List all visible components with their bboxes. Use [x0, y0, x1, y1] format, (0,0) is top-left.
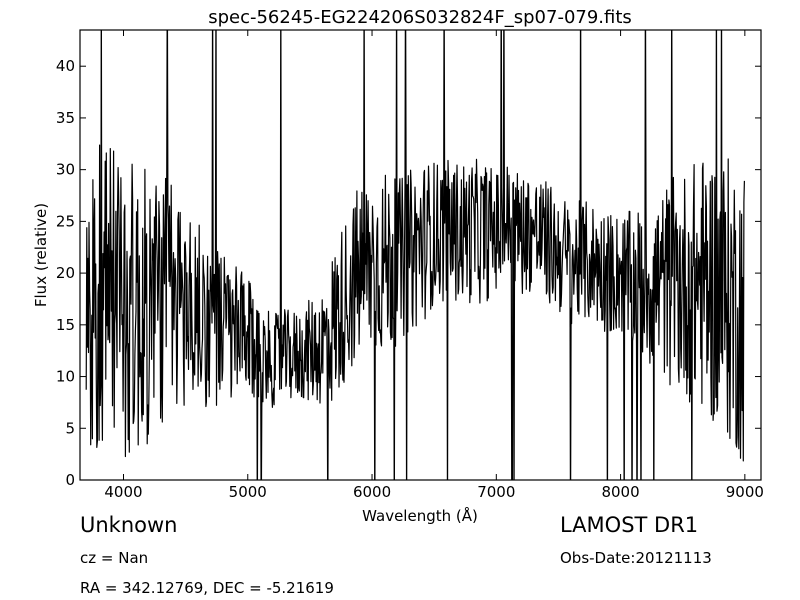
chart-title: spec-56245-EG224206S032824F_sp07-079.fit…: [208, 7, 632, 28]
y-tick-label: 30: [56, 161, 75, 179]
x-tick-label: 5000: [229, 483, 267, 501]
x-tick-label: 4000: [104, 483, 142, 501]
x-tick-label: 6000: [353, 483, 391, 501]
y-tick-label: 5: [65, 419, 75, 437]
y-tick-label: 20: [56, 264, 75, 282]
y-tick-label: 25: [56, 212, 75, 230]
spectrum-line: [85, 30, 745, 480]
x-tick-label: 9000: [726, 483, 764, 501]
coordinates-label: RA = 342.12769, DEC = -5.21619: [80, 579, 334, 597]
survey-label: LAMOST DR1: [560, 513, 699, 537]
x-tick-label: 8000: [601, 483, 639, 501]
y-tick-label: 15: [56, 316, 75, 334]
x-tick-label: 7000: [477, 483, 515, 501]
x-axis-label: Wavelength (Å): [362, 506, 478, 525]
y-axis-label: Flux (relative): [32, 203, 50, 307]
plot-area: 4000 5000 6000 7000 8000 9000 0 5 10 15 20 25 30 35 40: [56, 29, 764, 501]
plot-frame: [79, 29, 762, 481]
y-tick-label: 40: [56, 57, 75, 75]
y-tick-label: 0: [65, 471, 75, 489]
y-tick-label: 35: [56, 109, 75, 127]
y-tick-label: 10: [56, 368, 75, 386]
obs-date-label: Obs-Date:20121113: [560, 549, 712, 567]
object-class-label: Unknown: [80, 513, 178, 537]
redshift-label: cz = Nan: [80, 549, 149, 567]
